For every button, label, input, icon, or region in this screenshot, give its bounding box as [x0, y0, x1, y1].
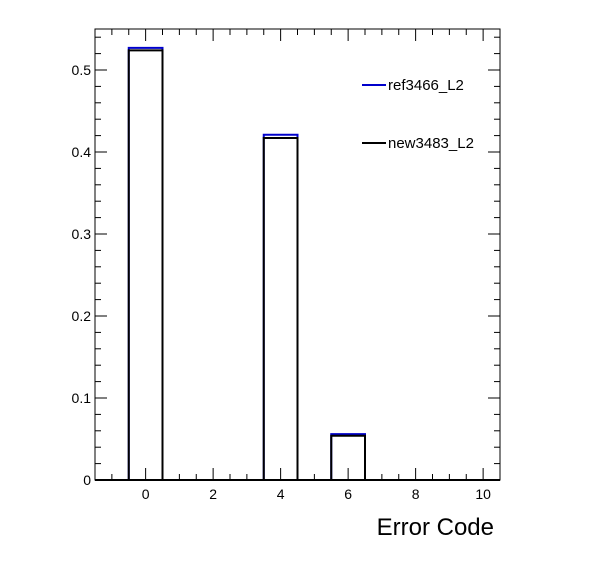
bar-ref3466_L2-0 [127, 46, 164, 480]
bar-new3483_L2-6 [330, 434, 366, 480]
legend-label-new: new3483_L2 [388, 135, 474, 152]
y-tick-label: 0.5 [72, 62, 92, 78]
x-tick-label: 2 [209, 486, 217, 502]
y-tick-label: 0.3 [72, 226, 92, 242]
y-tick-label: 0.2 [72, 308, 92, 324]
bars [95, 46, 500, 481]
legend: ref3466_L2 new3483_L2 [362, 77, 474, 152]
x-axis-label: Error Code [377, 514, 494, 541]
x-tick-label: 4 [277, 486, 285, 502]
bar-new3483_L2-4 [262, 137, 299, 480]
x-tick-label: 0 [142, 486, 150, 502]
bar-ref3466_L2-4 [262, 133, 299, 480]
y-tick-label: 0 [83, 472, 91, 488]
y-tick-label: 0.1 [72, 390, 92, 406]
x-tick-label: 10 [475, 486, 491, 502]
y-tick-label: 0.4 [72, 144, 92, 160]
x-tick-label: 6 [344, 486, 352, 502]
legend-label-ref: ref3466_L2 [388, 77, 464, 94]
x-axis-ticks: 0 2 4 6 8 10 [142, 29, 491, 502]
x-tick-label: 8 [412, 486, 420, 502]
bar-new3483_L2-0 [127, 49, 164, 480]
y-axis-ticks: 0 0.1 0.2 0.3 0.4 0.5 [72, 62, 500, 488]
